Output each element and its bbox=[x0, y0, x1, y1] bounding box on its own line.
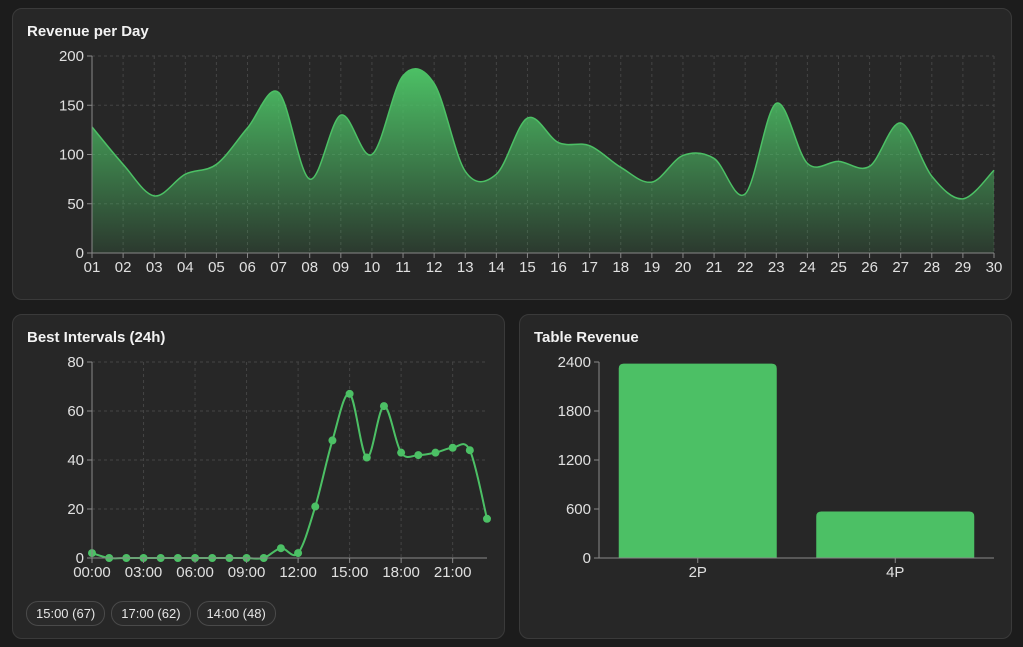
table-chart-title: Table Revenue bbox=[534, 329, 639, 346]
x-tick-label: 22 bbox=[737, 259, 754, 276]
x-tick-label: 08 bbox=[301, 259, 318, 276]
x-tick-label: 06 bbox=[239, 259, 256, 276]
best-intervals-card: Best Intervals (24h) 0 20 40 60 80 00:00 03:00… bbox=[12, 314, 505, 639]
revenue-chart-title: Revenue per Day bbox=[27, 23, 149, 40]
x-tick-label: 14 bbox=[488, 259, 505, 276]
interval-point bbox=[379, 402, 388, 411]
interval-point bbox=[414, 451, 423, 460]
interval-point bbox=[465, 446, 474, 455]
table-revenue-card: Table Revenue 0 600 1200 1800 2400 2P 4P bbox=[519, 314, 1012, 639]
revenue-area-chart: 0 50 100 150 200 01 02 03 04 05 06 07 08 09 10 11 12 13 14… bbox=[59, 48, 1003, 276]
x-tick-label: 12 bbox=[426, 259, 443, 276]
x-tick-label: 2P bbox=[689, 564, 707, 581]
x-tick-label: 12:00 bbox=[279, 564, 317, 581]
x-tick-label: 19 bbox=[644, 259, 661, 276]
x-tick-label: 02 bbox=[115, 259, 132, 276]
x-tick-label: 06:00 bbox=[176, 564, 214, 581]
x-tick-label: 03 bbox=[146, 259, 163, 276]
x-tick-label: 15:00 bbox=[331, 564, 369, 581]
y-tick-label: 60 bbox=[67, 403, 84, 420]
interval-point bbox=[328, 436, 337, 445]
table-revenue-bar-chart: 0 600 1200 1800 2400 2P 4P bbox=[558, 354, 994, 581]
revenue-area bbox=[92, 68, 994, 253]
x-tick-label: 29 bbox=[955, 259, 972, 276]
x-tick-label: 25 bbox=[830, 259, 847, 276]
x-tick-label: 28 bbox=[923, 259, 940, 276]
y-tick-label: 50 bbox=[67, 196, 84, 213]
x-tick-label: 10 bbox=[364, 259, 381, 276]
x-tick-label: 20 bbox=[675, 259, 692, 276]
interval-pill[interactable]: 14:00 (48) bbox=[196, 601, 276, 626]
interval-point bbox=[448, 443, 457, 452]
x-tick-label: 17 bbox=[581, 259, 598, 276]
x-tick-label: 16 bbox=[550, 259, 567, 276]
y-tick-label: 200 bbox=[59, 48, 84, 65]
x-tick-label: 09 bbox=[332, 259, 349, 276]
x-tick-label: 05 bbox=[208, 259, 225, 276]
interval-point bbox=[431, 448, 440, 457]
y-tick-label: 1800 bbox=[558, 403, 591, 420]
y-tick-label: 600 bbox=[566, 501, 591, 518]
interval-pill[interactable]: 15:00 (67) bbox=[26, 601, 106, 626]
revenue-per-day-card: Revenue per Day 0 50 100 150 200 01 02 03 04 05 06… bbox=[12, 8, 1012, 300]
y-tick-label: 150 bbox=[59, 97, 84, 114]
intervals-line-chart: 0 20 40 60 80 00:00 03:00 06:00 09:00 12:00 15:00 1… bbox=[67, 354, 491, 581]
x-tick-label: 01 bbox=[84, 259, 101, 276]
revenue-bar bbox=[816, 511, 975, 558]
x-tick-label: 18:00 bbox=[382, 564, 420, 581]
y-tick-label: 0 bbox=[76, 550, 84, 567]
y-tick-label: 80 bbox=[67, 354, 84, 371]
y-tick-label: 100 bbox=[59, 147, 84, 164]
x-tick-label: 00:00 bbox=[73, 564, 111, 581]
x-tick-label: 11 bbox=[395, 259, 411, 276]
best-interval-pills: 15:00 (67) 17:00 (62) 14:00 (48) bbox=[26, 601, 276, 626]
x-tick-label: 13 bbox=[457, 259, 474, 276]
interval-point bbox=[311, 502, 320, 511]
x-tick-label: 4P bbox=[886, 564, 904, 581]
x-tick-label: 09:00 bbox=[228, 564, 266, 581]
interval-point bbox=[362, 453, 371, 462]
interval-point bbox=[294, 549, 303, 558]
x-tick-label: 23 bbox=[768, 259, 785, 276]
x-tick-label: 26 bbox=[861, 259, 878, 276]
intervals-chart-title: Best Intervals (24h) bbox=[27, 329, 166, 346]
revenue-bar bbox=[618, 363, 777, 558]
x-tick-label: 27 bbox=[892, 259, 909, 276]
x-tick-label: 15 bbox=[519, 259, 536, 276]
interval-point bbox=[483, 514, 491, 523]
interval-point bbox=[397, 448, 406, 457]
x-tick-label: 24 bbox=[799, 259, 816, 276]
x-tick-label: 04 bbox=[177, 259, 194, 276]
x-tick-label: 21:00 bbox=[434, 564, 472, 581]
interval-pill[interactable]: 17:00 (62) bbox=[111, 601, 191, 626]
y-tick-label: 0 bbox=[76, 245, 84, 262]
interval-point bbox=[276, 544, 285, 553]
x-tick-label: 07 bbox=[270, 259, 287, 276]
y-tick-label: 0 bbox=[583, 550, 591, 567]
y-tick-label: 20 bbox=[67, 501, 84, 518]
x-tick-label: 18 bbox=[612, 259, 629, 276]
x-tick-label: 21 bbox=[706, 259, 723, 276]
revenue-line bbox=[91, 68, 995, 200]
y-tick-label: 1200 bbox=[558, 452, 591, 469]
y-tick-label: 2400 bbox=[558, 354, 591, 371]
x-tick-label: 30 bbox=[986, 259, 1003, 276]
y-tick-label: 40 bbox=[67, 452, 84, 469]
x-tick-label: 03:00 bbox=[125, 564, 163, 581]
interval-point bbox=[345, 389, 354, 398]
intervals-line bbox=[91, 392, 488, 560]
